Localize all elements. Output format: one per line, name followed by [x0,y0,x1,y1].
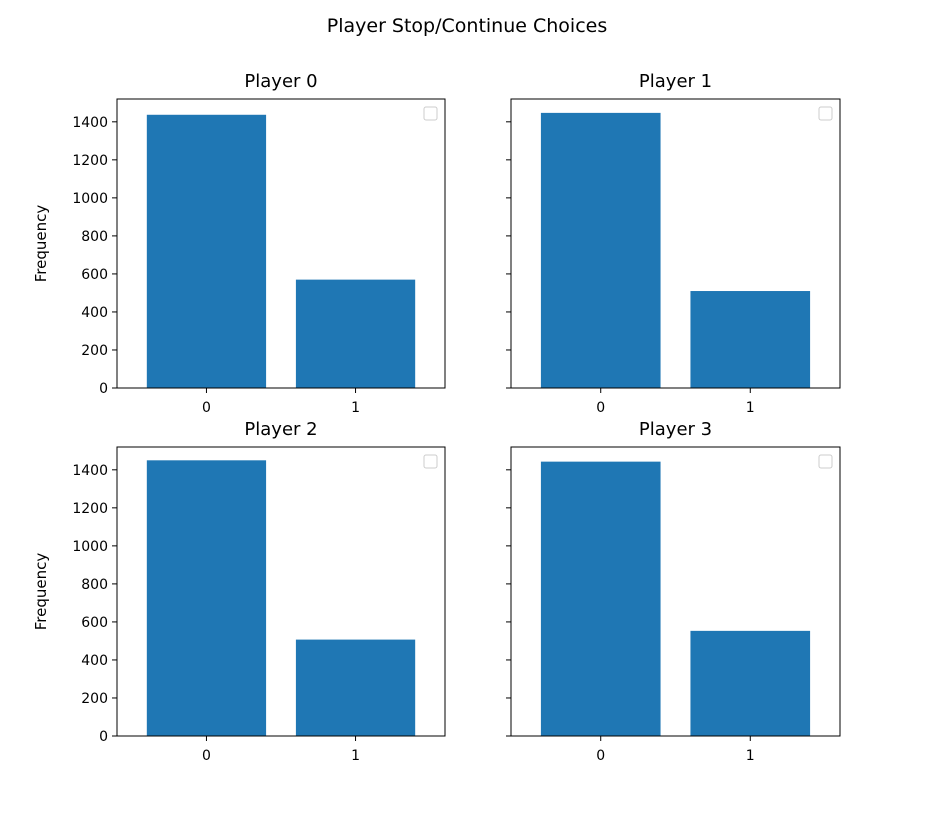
subplot-player-2: Player 2 0 200 400 600 800 1000 1200 1400 0 1 Frequ… [32,419,446,764]
x-tick-label: 1 [746,400,755,416]
subplot-title: Player 3 [639,419,712,440]
y-tick-label: 1000 [72,191,108,207]
subplot-title: Player 0 [244,71,317,92]
figure-title: Player Stop/Continue Choices [327,15,607,37]
subplot-player-0: Player 0 0 200 400 600 800 1000 1200 1400 0 1 Frequ… [32,71,446,416]
x-tick-label: 0 [202,400,211,416]
y-tick-label: 1400 [72,115,108,131]
y-tick-label: 1200 [72,153,108,169]
legend-box [423,106,438,121]
legend-box [818,454,833,469]
bar-category-1 [295,279,416,389]
x-tick-label: 0 [596,748,605,764]
bar-category-0 [146,460,267,736]
bar-category-0 [540,112,661,388]
axes-frame [116,446,446,737]
axes-frame [510,446,841,737]
subplot-title: Player 2 [244,419,317,440]
x-tick-label: 1 [351,748,360,764]
y-tick-label: 400 [81,305,108,321]
y-tick-label: 0 [99,381,108,397]
y-tick-label: 600 [81,267,108,283]
bar-category-0 [146,114,267,388]
y-tick-label: 1400 [72,463,108,479]
subplot-title: Player 1 [639,71,712,92]
x-tick-label: 0 [202,748,211,764]
y-tick-label: 800 [81,229,108,245]
subplot-player-1: Player 1 0 1 [506,71,841,416]
bar-category-1 [690,630,811,736]
subplot-player-3: Player 3 0 1 [506,419,841,764]
y-tick-label: 400 [81,653,108,669]
y-tick-label: 0 [99,729,108,745]
legend-box [818,106,833,121]
bar-category-0 [540,461,661,736]
legend-box [423,454,438,469]
y-tick-label: 800 [81,577,108,593]
bar-category-1 [690,291,811,388]
y-tick-label: 200 [81,691,108,707]
y-tick-label: 1200 [72,501,108,517]
y-axis-label: Frequency [32,553,50,631]
y-axis-label: Frequency [32,205,50,283]
axes-frame [116,98,446,389]
x-tick-label: 1 [746,748,755,764]
y-tick-label: 1000 [72,539,108,555]
x-tick-label: 0 [596,400,605,416]
y-tick-label: 200 [81,343,108,359]
bar-category-1 [295,639,416,736]
axes-frame [510,98,841,389]
x-tick-label: 1 [351,400,360,416]
y-tick-label: 600 [81,615,108,631]
